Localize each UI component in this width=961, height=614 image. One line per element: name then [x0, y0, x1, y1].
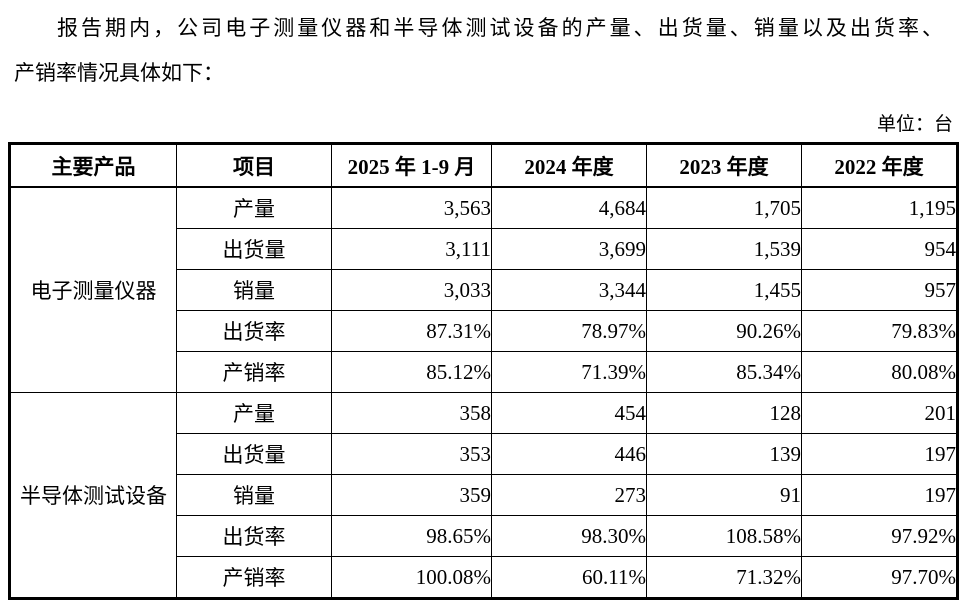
value-cell: 358 [331, 392, 492, 434]
value-cell: 128 [646, 392, 802, 434]
value-cell: 98.65% [331, 515, 492, 557]
value-cell: 85.12% [331, 351, 492, 393]
table-row: 半导体测试设备 产量 358 454 128 201 [9, 392, 958, 599]
header-main-product: 主要产品 [9, 143, 177, 188]
value-cell: 359 [331, 474, 492, 516]
header-item: 项目 [176, 143, 332, 188]
value-cell: 97.92% [801, 515, 958, 557]
item-label-cell: 产量 [176, 186, 332, 229]
item-label-cell: 销量 [176, 474, 332, 516]
table-body: 电子测量仪器 产量 3,563 4,684 1,705 1,195 出货量 3,111 3,69… [9, 186, 958, 599]
value-cell: 97.70% [801, 556, 958, 599]
value-cell: 201 [801, 392, 958, 434]
item-label-cell: 销量 [176, 269, 332, 311]
product-name-cell: 半导体测试设备 [9, 392, 177, 599]
value-cell: 100.08% [331, 556, 492, 599]
value-cell: 85.34% [646, 351, 802, 393]
table-row: 产销率 85.12% 71.39% 85.34% 80.08% [10, 351, 958, 393]
value-cell: 87.31% [331, 310, 492, 352]
header-2025: 2025 年 1-9 月 [331, 143, 492, 188]
value-cell: 454 [491, 392, 647, 434]
intro-line-1: 报告期内，公司电子测量仪器和半导体测试设备的产量、出货量、销量以及出货率、 [57, 16, 943, 40]
unit-note: 单位：台 [876, 114, 953, 135]
value-cell: 3,111 [331, 228, 492, 270]
value-cell: 954 [801, 228, 958, 270]
table-row: 出货率 87.31% 78.97% 90.26% 79.83% [10, 310, 958, 352]
value-cell: 90.26% [646, 310, 802, 352]
value-cell: 197 [801, 433, 958, 475]
value-cell: 80.08% [801, 351, 958, 393]
value-cell: 79.83% [801, 310, 958, 352]
production-sales-table: 主要产品 项目 2025 年 1-9 月 2024 年度 2023 年度 202… [8, 142, 959, 600]
item-label-cell: 出货量 [176, 228, 332, 270]
table-row: 电子测量仪器 产量 3,563 4,684 1,705 1,195 [9, 186, 958, 393]
header-2022: 2022 年度 [801, 143, 958, 188]
value-cell: 197 [801, 474, 958, 516]
value-cell: 1,195 [801, 186, 958, 229]
item-label-cell: 出货率 [176, 515, 332, 557]
value-cell: 1,455 [646, 269, 802, 311]
product-name-cell: 电子测量仪器 [9, 186, 177, 393]
value-cell: 71.32% [646, 556, 802, 599]
table-row: 出货量 353 446 139 197 [10, 433, 958, 475]
item-label-cell: 产量 [176, 392, 332, 434]
value-cell: 3,699 [491, 228, 647, 270]
value-cell: 3,344 [491, 269, 647, 311]
value-cell: 446 [491, 433, 647, 475]
value-cell: 3,563 [331, 186, 492, 229]
value-cell: 108.58% [646, 515, 802, 557]
table-row: 出货率 98.65% 98.30% 108.58% 97.92% [10, 515, 958, 557]
value-cell: 4,684 [491, 186, 647, 229]
value-cell: 1,705 [646, 186, 802, 229]
value-cell: 98.30% [491, 515, 647, 557]
intro-line-2: 产销率情况具体如下： [14, 61, 224, 85]
value-cell: 273 [491, 474, 647, 516]
item-label-cell: 出货量 [176, 433, 332, 475]
item-label-cell: 出货率 [176, 310, 332, 352]
value-cell: 78.97% [491, 310, 647, 352]
item-label-cell: 产销率 [176, 556, 332, 599]
value-cell: 91 [646, 474, 802, 516]
table-header-row: 主要产品 项目 2025 年 1-9 月 2024 年度 2023 年度 202… [9, 143, 958, 188]
value-cell: 3,033 [331, 269, 492, 311]
table-row: 产销率 100.08% 60.11% 71.32% 97.70% [10, 556, 958, 599]
value-cell: 1,539 [646, 228, 802, 270]
value-cell: 353 [331, 433, 492, 475]
intro-paragraph: 报告期内，公司电子测量仪器和半导体测试设备的产量、出货量、销量以及出货率、 产销… [0, 0, 961, 96]
header-2023: 2023 年度 [646, 143, 802, 188]
table-row: 销量 359 273 91 197 [10, 474, 958, 516]
value-cell: 60.11% [491, 556, 647, 599]
header-2024: 2024 年度 [491, 143, 647, 188]
item-label-cell: 产销率 [176, 351, 332, 393]
value-cell: 139 [646, 433, 802, 475]
value-cell: 71.39% [491, 351, 647, 393]
value-cell: 957 [801, 269, 958, 311]
